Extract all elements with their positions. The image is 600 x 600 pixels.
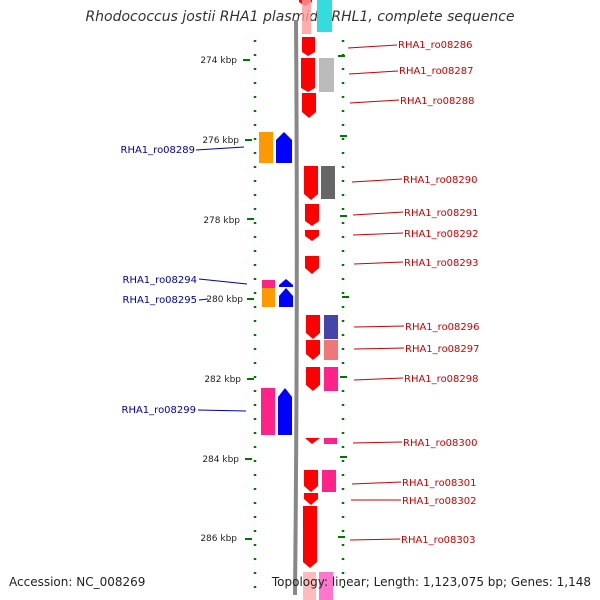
leader-ro08293 (353, 261, 404, 265)
leader-ro08301 (351, 481, 402, 485)
leader-ro08287 (348, 70, 399, 75)
ruler-label-284: 284 kbp (202, 455, 239, 465)
gene-box-ro08299[interactable] (261, 388, 275, 435)
leader-ro08292 (352, 232, 404, 236)
right-labels: RHA1_ro08286 RHA1_ro08287 RHA1_ro08288 R… (398, 40, 480, 546)
leader-ro08289 (195, 146, 245, 151)
map-title: Rhodococcus jostii RHA1 plasmid pRHL1, c… (85, 9, 515, 25)
gene-label-ro08300[interactable]: RHA1_ro08300 (403, 438, 478, 449)
gene-box-bottom (303, 572, 316, 600)
gene-box-ro08290 (321, 166, 335, 199)
gene-box-ro08301 (322, 470, 336, 492)
gene-label-ro08297[interactable]: RHA1_ro08297 (405, 344, 480, 355)
gene-arrow-ro08299[interactable] (278, 388, 292, 435)
ruler-label-286: 286 kbp (200, 534, 237, 544)
scale-dots (253, 40, 345, 595)
gene-box-ro08295[interactable] (262, 288, 275, 307)
gene-arrow-ro08293[interactable] (305, 256, 319, 274)
leader-ro08296 (353, 325, 405, 328)
gene-label-ro08296[interactable]: RHA1_ro08296 (405, 322, 480, 333)
ruler-label-274: 274 kbp (200, 56, 237, 66)
leader-ro08288 (349, 99, 400, 104)
gene-arrow-ro08297[interactable] (306, 340, 320, 360)
accession-text: Accession: NC_008269 (9, 575, 146, 589)
leader-ro08297 (353, 347, 405, 350)
gene-label-ro08295[interactable]: RHA1_ro08295 (123, 295, 198, 306)
gene-box-ro08298 (324, 367, 338, 391)
gene-label-ro08292[interactable]: RHA1_ro08292 (404, 229, 479, 240)
left-strand-genes (259, 132, 293, 435)
gene-label-ro08288[interactable]: RHA1_ro08288 (400, 96, 475, 107)
gene-arrow-ro08292[interactable] (305, 230, 319, 241)
gene-arrow-ro08302[interactable] (304, 493, 318, 505)
gene-arrow-ro08290[interactable] (304, 166, 318, 200)
leader-ro08299 (197, 409, 247, 412)
gene-arrow-ro08288[interactable] (302, 93, 316, 118)
right-ticks (338, 55, 349, 538)
topology-text: Topology: linear; Length: 1,123,075 bp; … (271, 575, 591, 589)
leader-ro08290 (351, 178, 403, 183)
gene-box (302, 0, 311, 34)
gene-label-ro08302[interactable]: RHA1_ro08302 (402, 496, 477, 507)
gene-label-ro08287[interactable]: RHA1_ro08287 (399, 66, 474, 77)
gene-label-ro08301[interactable]: RHA1_ro08301 (402, 478, 477, 489)
leader-ro08291 (352, 211, 404, 216)
leader-ro08300 (352, 441, 403, 444)
leader-ro08303 (349, 538, 401, 541)
gene-label-ro08303[interactable]: RHA1_ro08303 (401, 535, 476, 546)
gene-arrow-ro08301[interactable] (304, 470, 318, 492)
sequence-backbone (293, 19, 299, 596)
gene-box-ro08297 (324, 340, 338, 360)
gene-box-ro08287 (319, 58, 334, 92)
leader-ro08295 (198, 298, 209, 301)
gene-label-ro08293[interactable]: RHA1_ro08293 (404, 258, 479, 269)
gene-arrow-ro08298[interactable] (306, 367, 320, 391)
gene-box-ro08289[interactable] (259, 132, 273, 163)
gene-label-ro08294[interactable]: RHA1_ro08294 (123, 275, 198, 286)
gene-arrow-ro08295[interactable] (279, 288, 293, 307)
ruler-label-280: 280 kbp (206, 295, 243, 305)
gene-label-ro08290[interactable]: RHA1_ro08290 (403, 175, 478, 186)
gene-label-ro08298[interactable]: RHA1_ro08298 (404, 374, 479, 385)
ruler-label-276: 276 kbp (202, 136, 239, 146)
gene-label-ro08291[interactable]: RHA1_ro08291 (404, 208, 479, 219)
gene-arrow-ro08289[interactable] (276, 132, 292, 163)
gene-box-ro08296 (324, 315, 338, 339)
leader-ro08286 (347, 44, 398, 49)
kbp-ruler: 274 kbp 276 kbp 278 kbp 280 kbp 282 kbp … (200, 56, 254, 544)
left-leader-lines (195, 146, 248, 412)
gene-box-bottom (319, 572, 333, 600)
ruler-label-278: 278 kbp (203, 216, 240, 226)
right-strand-genes (301, 37, 338, 600)
leader-ro08294 (198, 278, 248, 285)
right-leader-lines (347, 44, 405, 541)
ruler-label-282: 282 kbp (204, 375, 241, 385)
gene-arrow-ro08291[interactable] (305, 204, 319, 226)
gene-box (317, 0, 332, 32)
gene-arrow-ro08286[interactable] (302, 37, 315, 56)
gene-arrow-ro08303[interactable] (303, 506, 317, 568)
gene-label-ro08299[interactable]: RHA1_ro08299 (122, 405, 197, 416)
gene-arrow-ro08296[interactable] (306, 315, 320, 339)
gene-arrow-ro08300[interactable] (305, 438, 320, 444)
gene-box-ro08294[interactable] (262, 280, 275, 288)
gene-arrow-ro08294[interactable] (279, 279, 293, 287)
gene-label-ro08286[interactable]: RHA1_ro08286 (398, 40, 473, 51)
gene-box-ro08300 (324, 438, 337, 444)
top-clipped-genes (299, 0, 332, 34)
leader-ro08298 (353, 377, 404, 381)
gene-arrow-ro08287[interactable] (301, 58, 315, 92)
gene-label-ro08289[interactable]: RHA1_ro08289 (121, 145, 196, 156)
left-labels: RHA1_ro08289 RHA1_ro08294 RHA1_ro08295 R… (121, 145, 198, 416)
